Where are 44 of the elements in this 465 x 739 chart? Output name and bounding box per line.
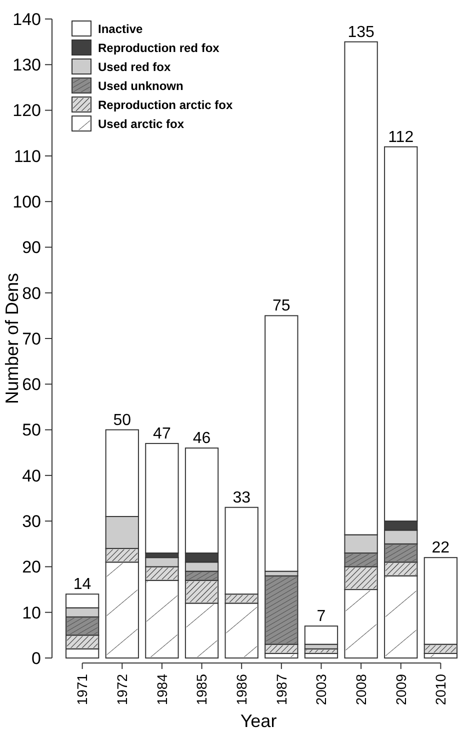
y-tick-label: 80 [22, 284, 41, 303]
y-axis-title: Number of Dens [2, 272, 22, 404]
y-tick-label: 60 [22, 375, 41, 394]
y-tick-label: 40 [22, 466, 41, 486]
total-label: 47 [153, 425, 171, 442]
total-label: 7 [316, 608, 326, 626]
x-axis-title: Year [240, 711, 277, 731]
x-tick-label: 1985 [194, 674, 210, 706]
total-label: 135 [348, 24, 374, 41]
x-tick-label: 2008 [352, 674, 369, 706]
total-label: 22 [432, 540, 450, 557]
x-tick-label: 1987 [273, 674, 290, 706]
total-label: 14 [73, 576, 92, 594]
y-tick-label: 0 [32, 648, 41, 668]
y-tick-label: 30 [22, 512, 41, 532]
x-tick-label: 1984 [154, 674, 170, 706]
y-tick-label: 140 [12, 10, 41, 29]
y-tick-label: 50 [22, 420, 41, 440]
legend-label: Used red fox [98, 60, 172, 74]
legend-label: Reproduction arctic fox [98, 98, 234, 112]
y-tick-label: 130 [12, 56, 41, 75]
legend-label: Reproduction red fox [98, 41, 220, 56]
x-tick-label: 2010 [432, 674, 449, 706]
y-tick-label: 120 [12, 101, 41, 120]
x-tick-label: 1972 [114, 674, 130, 706]
y-tick-label: 10 [22, 603, 41, 622]
total-label: 33 [232, 489, 251, 506]
x-tick-label: 1971 [74, 674, 90, 706]
y-tick-label: 100 [12, 192, 41, 212]
y-tick-label: 20 [22, 558, 41, 577]
total-label: 46 [192, 430, 211, 448]
y-tick-label: 90 [22, 238, 41, 258]
legend-label: Used unknown [98, 79, 184, 94]
bar [145, 442, 179, 554]
y-tick-label: 110 [14, 146, 41, 166]
legend-label: Inactive [98, 22, 144, 36]
legend-label: Used arctic fox [98, 117, 184, 132]
total-label: 50 [113, 412, 132, 429]
total-label: 75 [272, 298, 290, 315]
x-tick-label: 2003 [313, 674, 330, 706]
total-label: 112 [388, 128, 414, 146]
y-tick-label: 70 [22, 329, 41, 348]
x-tick-label: 1986 [233, 674, 250, 706]
x-tick-label: 2009 [392, 674, 409, 706]
